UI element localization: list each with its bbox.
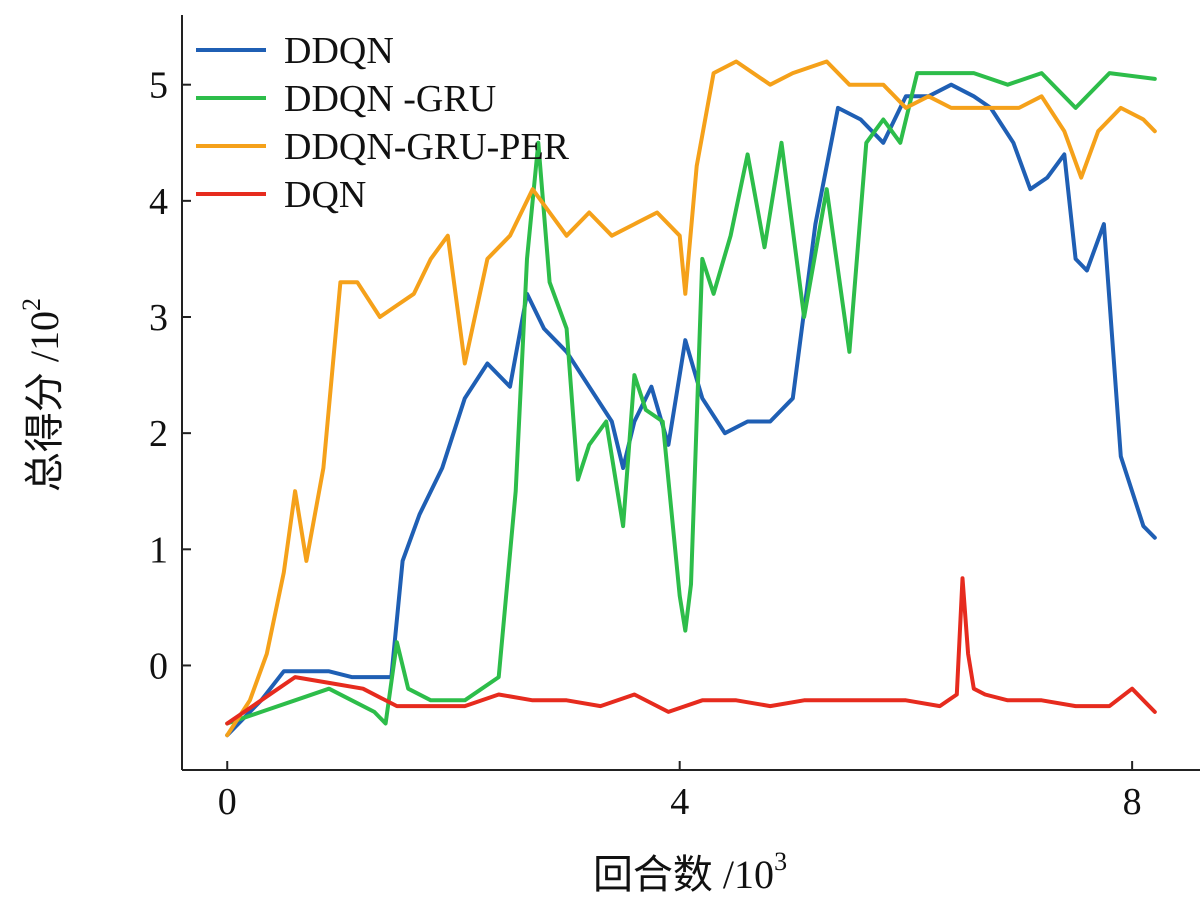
y-tick-label: 0 [149, 645, 168, 687]
y-tick-label: 5 [149, 65, 168, 107]
x-tick-label: 4 [670, 781, 689, 823]
plot-lines [225, 59, 1157, 738]
legend-label-ddqn-gru: DDQN -GRU [284, 78, 496, 120]
legend-label-dqn: DQN [284, 174, 366, 216]
y-ticks: 0 1 2 3 4 5 [149, 65, 191, 687]
x-axis-title-text: 回合数 /10 [593, 852, 774, 897]
y-axis-title: 总得分 /102 [17, 298, 67, 492]
x-axis-title: 回合数 /103 [593, 847, 787, 897]
x-axis-title-exponent: 3 [774, 847, 787, 876]
series-line-ddqn-gru-per [225, 59, 1157, 738]
y-tick-label: 3 [149, 297, 168, 339]
series-line-ddqn [225, 82, 1157, 738]
x-ticks: 0 4 8 [218, 761, 1142, 823]
legend-label-ddqn-gru-per: DDQN-GRU-PER [284, 126, 570, 168]
y-axis-title-exponent: 2 [17, 298, 46, 311]
y-tick-label: 2 [149, 413, 168, 455]
axes: 0 1 2 3 4 5 0 4 8 [149, 15, 1200, 823]
y-axis-title-text: 总得分 /10 [22, 311, 67, 492]
y-tick-label: 1 [149, 529, 168, 571]
legend-label-ddqn: DDQN [284, 30, 394, 72]
x-tick-label: 0 [218, 781, 237, 823]
x-tick-label: 8 [1123, 781, 1142, 823]
series-line-dqn [225, 576, 1157, 726]
series-line-ddqn-gru [225, 71, 1157, 726]
legend: DDQN DDQN -GRU DDQN-GRU-PER DQN [196, 30, 570, 216]
y-tick-label: 4 [149, 181, 168, 223]
